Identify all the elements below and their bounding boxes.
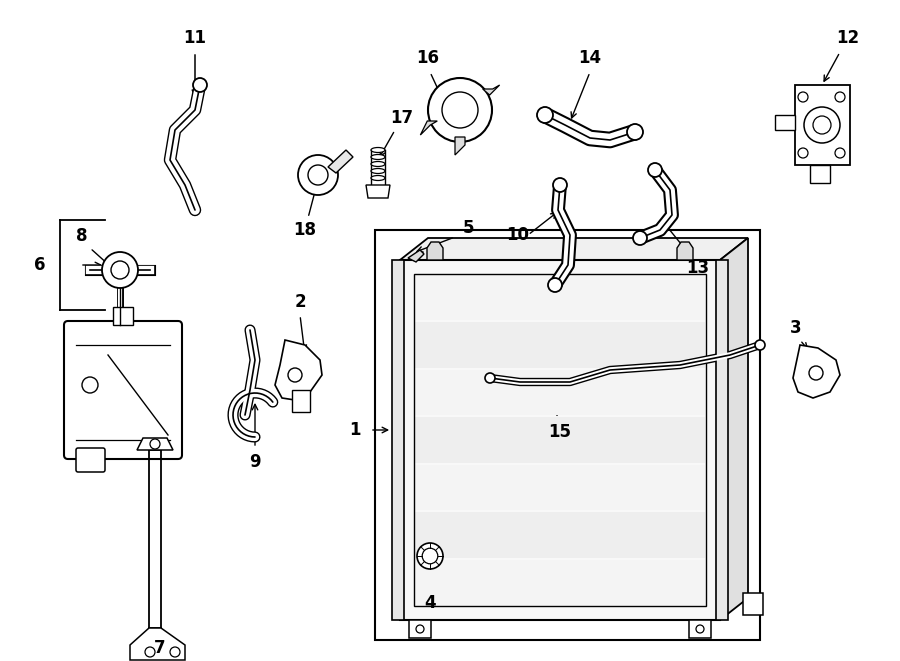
Text: 11: 11	[184, 29, 206, 47]
Text: 18: 18	[293, 221, 317, 239]
Text: 9: 9	[249, 453, 261, 471]
Text: 12: 12	[836, 29, 860, 47]
Circle shape	[485, 373, 495, 383]
Circle shape	[798, 92, 808, 102]
Polygon shape	[130, 628, 185, 660]
Bar	[716, 260, 728, 620]
Text: 4: 4	[424, 594, 436, 612]
Polygon shape	[793, 345, 840, 398]
Polygon shape	[420, 121, 437, 135]
Bar	[415, 512, 705, 558]
Polygon shape	[427, 242, 443, 260]
Circle shape	[422, 548, 437, 564]
Circle shape	[308, 165, 328, 185]
Circle shape	[537, 107, 553, 123]
Circle shape	[553, 178, 567, 192]
Text: 6: 6	[34, 256, 46, 274]
Bar	[415, 275, 705, 321]
Polygon shape	[400, 260, 720, 620]
Circle shape	[82, 377, 98, 393]
Circle shape	[755, 340, 765, 350]
Circle shape	[696, 625, 704, 633]
Text: 5: 5	[463, 219, 473, 237]
Bar	[375, 230, 760, 640]
Text: 15: 15	[548, 423, 572, 441]
Polygon shape	[400, 238, 748, 260]
Bar	[292, 390, 310, 412]
Circle shape	[798, 148, 808, 158]
Circle shape	[442, 92, 478, 128]
Text: 3: 3	[790, 319, 802, 337]
Circle shape	[417, 543, 443, 569]
Bar	[409, 620, 431, 638]
Circle shape	[813, 116, 831, 134]
Text: 13: 13	[687, 259, 709, 277]
FancyBboxPatch shape	[76, 448, 105, 472]
Circle shape	[835, 148, 845, 158]
Polygon shape	[775, 115, 795, 130]
Bar	[415, 417, 705, 463]
Text: 10: 10	[507, 226, 529, 244]
Polygon shape	[455, 137, 465, 155]
Polygon shape	[328, 150, 353, 173]
Circle shape	[145, 647, 155, 657]
Bar	[689, 620, 711, 638]
Bar	[415, 370, 705, 415]
FancyBboxPatch shape	[64, 321, 182, 459]
Polygon shape	[720, 238, 748, 620]
Polygon shape	[408, 250, 424, 262]
Circle shape	[627, 124, 643, 140]
Text: 2: 2	[294, 293, 306, 311]
Text: 7: 7	[154, 639, 166, 657]
Bar	[743, 593, 763, 615]
Polygon shape	[366, 185, 390, 198]
Circle shape	[548, 278, 562, 292]
Polygon shape	[795, 85, 850, 165]
Text: 8: 8	[76, 227, 88, 245]
Circle shape	[804, 107, 840, 143]
Circle shape	[428, 78, 492, 142]
Ellipse shape	[371, 169, 385, 173]
Circle shape	[633, 231, 647, 245]
Polygon shape	[810, 165, 830, 183]
Text: 17: 17	[391, 109, 414, 127]
Text: 1: 1	[349, 421, 361, 439]
Circle shape	[102, 252, 138, 288]
Circle shape	[193, 78, 207, 92]
Circle shape	[835, 92, 845, 102]
Circle shape	[809, 366, 823, 380]
Polygon shape	[275, 340, 322, 400]
Text: 14: 14	[579, 49, 601, 67]
Circle shape	[170, 647, 180, 657]
Circle shape	[416, 625, 424, 633]
Circle shape	[288, 368, 302, 382]
Polygon shape	[482, 85, 500, 95]
Bar	[414, 274, 706, 606]
Ellipse shape	[371, 147, 385, 153]
Text: 16: 16	[417, 49, 439, 67]
Circle shape	[648, 163, 662, 177]
Circle shape	[150, 439, 160, 449]
Ellipse shape	[371, 176, 385, 180]
Bar	[415, 465, 705, 510]
Bar	[113, 307, 133, 325]
Polygon shape	[677, 242, 693, 260]
Circle shape	[111, 261, 129, 279]
Ellipse shape	[371, 155, 385, 159]
Bar	[392, 260, 404, 620]
Circle shape	[298, 155, 338, 195]
Bar	[415, 560, 705, 605]
Polygon shape	[137, 438, 173, 450]
Ellipse shape	[371, 161, 385, 167]
Bar	[415, 323, 705, 368]
